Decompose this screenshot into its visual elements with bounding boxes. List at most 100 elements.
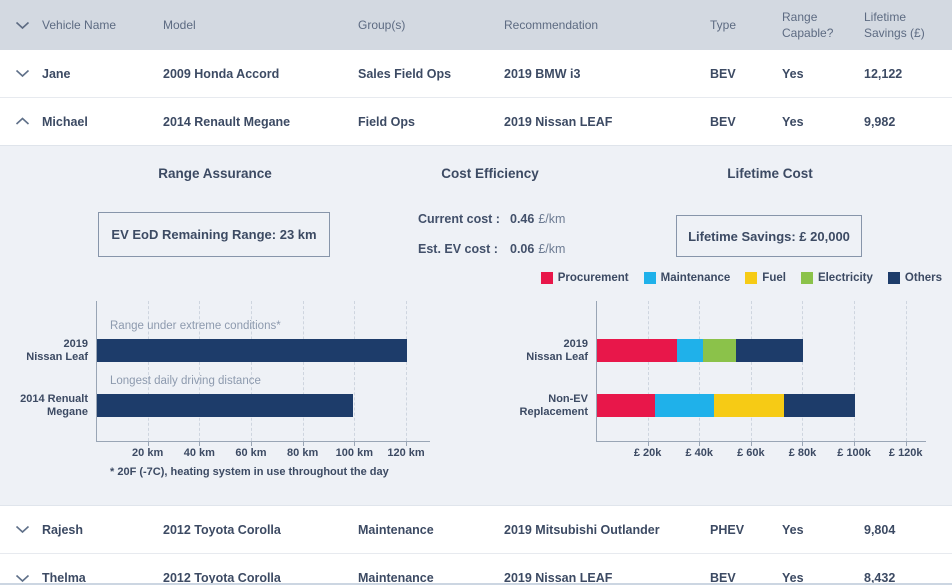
- legend-item-electricity: Electricity: [800, 272, 873, 284]
- legend-item-others: Others: [887, 272, 942, 284]
- cell-range-capable: Yes: [782, 66, 804, 81]
- cell-groups: Maintenance: [358, 522, 434, 537]
- lifetime-cost-title: Lifetime Cost: [727, 166, 813, 181]
- current-cost-value: 0.46: [510, 212, 535, 226]
- gridline: [406, 301, 407, 441]
- y-axis-line: [596, 301, 597, 442]
- chevron-down-icon[interactable]: [15, 21, 30, 30]
- current-cost-unit: £/km: [538, 212, 566, 226]
- table-row-thelma[interactable]: Thelma 2012 Toyota Corolla Maintenance 2…: [0, 554, 952, 585]
- legend-label: Electricity: [817, 272, 873, 284]
- x-tick-label: £ 60k: [737, 447, 765, 459]
- bar-annotation: Range under extreme conditions*: [110, 320, 281, 332]
- table-row-rajesh[interactable]: Rajesh 2012 Toyota Corolla Maintenance 2…: [0, 506, 952, 554]
- lifetime-cost-chart: £ 20k £ 40k £ 60k £ 80k £ 100k £ 120k 2019 Niss…: [480, 296, 952, 496]
- gridline: [699, 301, 701, 441]
- cell-range-capable: Yes: [782, 114, 804, 129]
- cost-chart-legend: Procurement Maintenance Fuel Electricity Oth…: [540, 272, 942, 284]
- cell-lifetime-savings: 9,982: [864, 114, 896, 129]
- header-groups: Group(s): [358, 17, 406, 32]
- lifetime-savings-badge: Lifetime Savings: £ 20,000: [676, 215, 862, 257]
- gridline: [802, 301, 804, 441]
- ev-eod-range-badge: EV EoD Remaining Range: 23 km: [98, 212, 330, 257]
- cell-recommendation: 2019 Nissan LEAF: [504, 571, 613, 585]
- x-tick-label: £ 40k: [685, 447, 713, 459]
- tick-mark: [647, 442, 649, 446]
- y-axis-line: [96, 301, 97, 442]
- procurement-swatch: [540, 272, 553, 284]
- cell-lifetime-savings: 9,804: [864, 522, 896, 537]
- chevron-down-icon[interactable]: [15, 525, 30, 534]
- table-row-jane[interactable]: Jane 2009 Honda Accord Sales Field Ops 2…: [0, 50, 952, 98]
- x-axis-line: [96, 441, 430, 442]
- tick-mark: [147, 442, 149, 446]
- gridline: [199, 301, 201, 441]
- cell-recommendation: 2019 Mitsubishi Outlander: [504, 522, 660, 537]
- stacked-bar: [597, 394, 856, 417]
- bar-segment-electricity: [702, 339, 737, 362]
- cell-type: BEV: [710, 66, 736, 81]
- category-label: Non-EV Replacement: [519, 392, 588, 418]
- tick-mark: [854, 442, 856, 446]
- x-tick-label: £ 120k: [888, 447, 923, 459]
- tick-mark: [302, 442, 304, 446]
- header-recommendation: Recommendation: [504, 17, 599, 32]
- cell-lifetime-savings: 12,122: [864, 66, 903, 81]
- bar-segment-procurement: [597, 394, 656, 417]
- x-axis-line: [596, 441, 926, 442]
- category-label: 2019 Nissan Leaf: [26, 337, 88, 363]
- cell-type: BEV: [710, 571, 736, 585]
- current-cost-line: Current cost : 0.46 £/km: [418, 212, 565, 226]
- category-label: 2019 Nissan Leaf: [526, 337, 588, 363]
- legend-label: Fuel: [762, 272, 786, 284]
- tick-mark: [354, 442, 356, 446]
- tick-mark: [406, 442, 407, 446]
- chevron-down-icon[interactable]: [15, 574, 30, 583]
- range-assurance-title: Range Assurance: [158, 166, 272, 181]
- x-tick-label: 60 km: [235, 447, 267, 459]
- header-range-capable: Range Capable?: [782, 9, 834, 40]
- cell-model: 2012 Toyota Corolla: [163, 522, 281, 537]
- x-tick-label: 20 km: [132, 447, 164, 459]
- cell-groups: Maintenance: [358, 571, 434, 585]
- tick-mark: [750, 442, 752, 446]
- table-header-row: Vehicle Name Model Group(s) Recommendati…: [0, 0, 952, 50]
- range-assurance-chart: 20 km 40 km 60 km 80 km 100 km 120 km 2019 Niss…: [0, 296, 475, 496]
- cell-range-capable: Yes: [782, 571, 804, 585]
- cell-groups: Sales Field Ops: [358, 66, 452, 81]
- others-swatch: [887, 272, 900, 284]
- ev-cost-line: Est. EV cost : 0.06 £/km: [418, 242, 565, 256]
- legend-item-maintenance: Maintenance: [643, 272, 730, 284]
- header-vehicle-name: Vehicle Name: [42, 17, 117, 32]
- header-model: Model: [163, 17, 196, 32]
- bar-segment-maintenance: [677, 339, 703, 362]
- cell-vehicle-name: Michael: [42, 114, 88, 129]
- x-tick-label: 100 km: [335, 447, 373, 459]
- gridline: [251, 301, 252, 441]
- table-row-michael[interactable]: Michael 2014 Renault Megane Field Ops 20…: [0, 98, 952, 146]
- gridline: [854, 301, 856, 441]
- range-bar: [97, 339, 407, 362]
- x-tick-label: £ 20k: [633, 447, 662, 459]
- stacked-bar: [597, 339, 804, 362]
- bar-annotation: Longest daily driving distance: [110, 375, 261, 387]
- bar-segment-others: [736, 339, 804, 362]
- category-label: 2014 Renualt Megane: [20, 392, 88, 418]
- range-bar: [97, 394, 353, 417]
- legend-label: Procurement: [557, 272, 629, 284]
- gridline: [354, 301, 356, 441]
- tick-mark: [251, 442, 252, 446]
- tick-mark: [905, 442, 907, 446]
- cell-vehicle-name: Jane: [42, 66, 71, 81]
- cell-recommendation: 2019 Nissan LEAF: [504, 114, 613, 129]
- gridline: [647, 301, 649, 441]
- cell-type: PHEV: [710, 522, 745, 537]
- gridline: [905, 301, 907, 441]
- chevron-up-icon[interactable]: [15, 117, 30, 126]
- header-type: Type: [710, 17, 737, 32]
- cell-model: 2012 Toyota Corolla: [163, 571, 281, 585]
- chevron-down-icon[interactable]: [15, 69, 30, 78]
- cost-efficiency-title: Cost Efficiency: [441, 166, 539, 181]
- bar-segment-fuel: [714, 394, 785, 417]
- gridline: [302, 301, 304, 441]
